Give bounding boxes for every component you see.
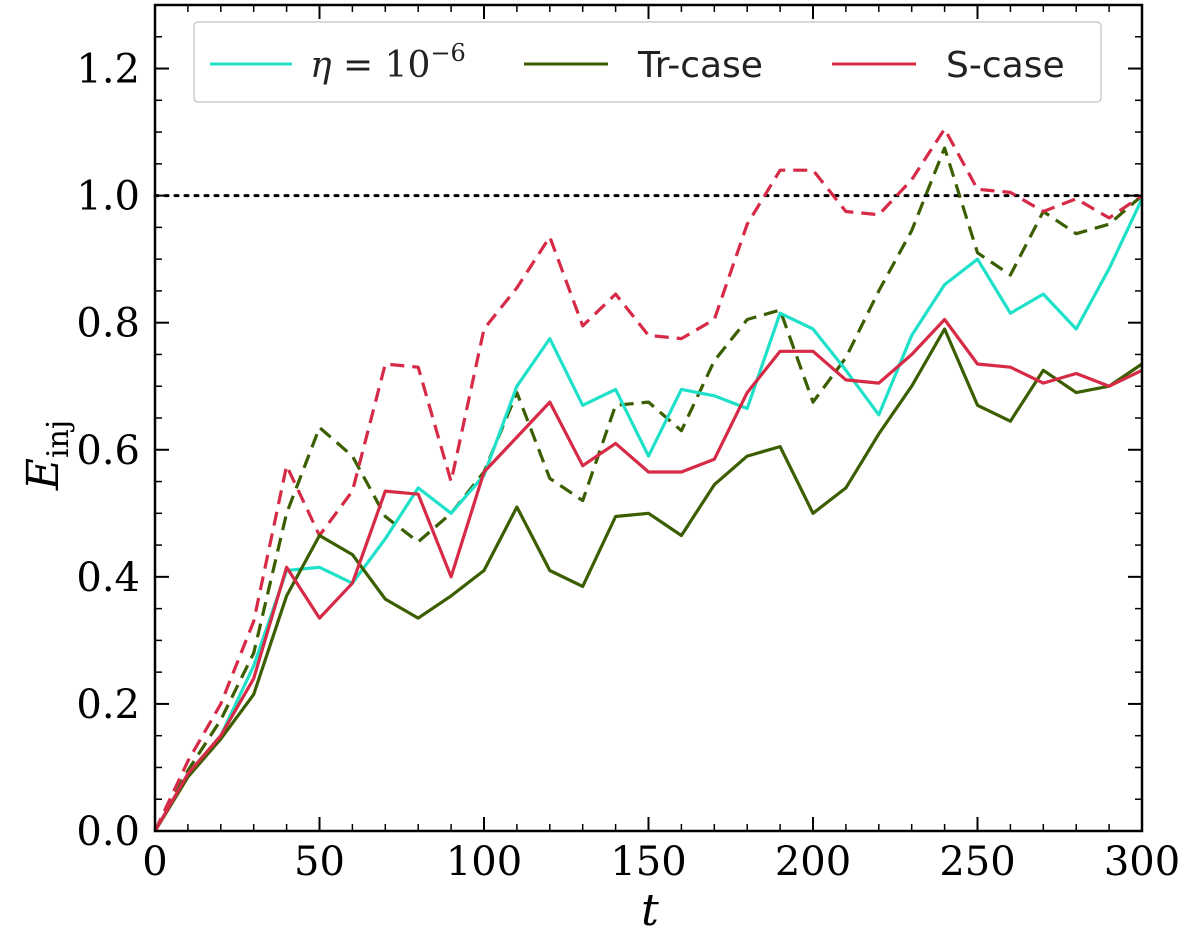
- series-line-unlabeled-dashed: [153, 146, 1144, 832]
- plot-frame: [153, 3, 1144, 833]
- y-tick-label: 0.2: [76, 682, 140, 728]
- legend-label-s-case: S-case: [946, 45, 1065, 86]
- ticks-layer: [154, 4, 1143, 832]
- legend-label-eta: η = 10−6: [310, 39, 466, 86]
- series-line-s-case-solid: [153, 317, 1143, 832]
- x-tick-label: 250: [939, 839, 1015, 885]
- x-tick-label: 150: [610, 839, 686, 885]
- x-tick-label: 100: [446, 839, 522, 885]
- x-tick-label: 200: [775, 839, 851, 885]
- y-tick-label: 0.8: [76, 301, 140, 347]
- y-tick-label: 1.0: [76, 174, 140, 220]
- y-tick-label: 1.2: [76, 47, 140, 93]
- series-line--10-6-solid: [153, 198, 1144, 832]
- x-axis-label: t: [641, 885, 659, 936]
- labels-layer: 0 50 100 150 200 250 300 0.0 0.2 0.4 0.6 0.8 1.0 1.2: [76, 47, 1180, 885]
- y-tick-label: 0.6: [76, 428, 140, 474]
- legend-label-tr-case: Tr-case: [637, 45, 763, 86]
- y-tick-label: 0.4: [76, 555, 140, 601]
- legend: η = 10−6 Tr-case S-case: [193, 21, 1102, 103]
- x-tick-label: 0: [142, 839, 167, 885]
- series-line-unlabeled-dashed: [153, 127, 1143, 832]
- x-tick-label: 50: [294, 839, 345, 885]
- plot-layer: [153, 127, 1144, 832]
- series-line-tr-case-solid: [153, 327, 1143, 832]
- legend-box: [193, 21, 1102, 103]
- y-tick-label: 0.0: [76, 809, 140, 855]
- y-axis-label-main: E: [18, 458, 69, 491]
- x-tick-label: 300: [1104, 839, 1180, 885]
- y-axis-label: Einj: [18, 420, 76, 491]
- y-axis-label-sub: inj: [41, 420, 76, 458]
